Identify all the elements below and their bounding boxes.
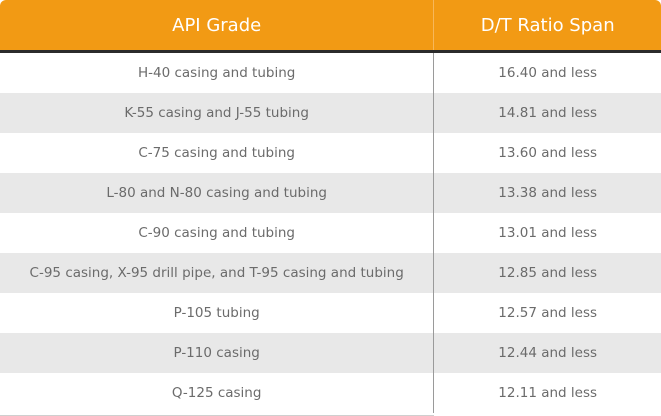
table-row: C-90 casing and tubing 13.01 and less bbox=[0, 213, 661, 253]
ratio-cell: 12.11 and less bbox=[498, 385, 598, 401]
header-dt-ratio-span: D/T Ratio Span bbox=[480, 14, 615, 36]
table-row: P-105 tubing 12.57 and less bbox=[0, 293, 661, 333]
table-row: P-110 casing 12.44 and less bbox=[0, 333, 661, 373]
grade-cell: Q-125 casing bbox=[0, 373, 435, 413]
grade-cell: C-75 casing and tubing bbox=[0, 133, 435, 173]
grade-cell: K-55 casing and J-55 tubing bbox=[0, 93, 435, 133]
ratio-cell: 12.44 and less bbox=[498, 345, 598, 361]
ratio-cell: 12.57 and less bbox=[498, 305, 598, 321]
ratio-cell: 12.85 and less bbox=[498, 265, 598, 281]
ratio-cell: 13.38 and less bbox=[498, 185, 598, 201]
table-row: C-75 casing and tubing 13.60 and less bbox=[0, 133, 661, 173]
ratio-cell: 16.40 and less bbox=[498, 65, 598, 81]
table-header: API Grade D/T Ratio Span bbox=[0, 0, 661, 53]
grade-cell: P-105 tubing bbox=[0, 293, 435, 333]
table-row: Q-125 casing 12.11 and less bbox=[0, 373, 661, 413]
ratio-cell: 13.60 and less bbox=[498, 145, 598, 161]
table-row: C-95 casing, X-95 drill pipe, and T-95 c… bbox=[0, 253, 661, 293]
grade-cell: L-80 and N-80 casing and tubing bbox=[0, 173, 435, 213]
header-api-grade: API Grade bbox=[0, 0, 435, 50]
grade-cell: P-110 casing bbox=[0, 333, 435, 373]
table-row: K-55 casing and J-55 tubing 14.81 and le… bbox=[0, 93, 661, 133]
grade-cell: H-40 casing and tubing bbox=[0, 53, 435, 93]
grade-cell: C-90 casing and tubing bbox=[0, 213, 435, 253]
table-row: H-40 casing and tubing 16.40 and less bbox=[0, 53, 661, 93]
ratio-cell: 13.01 and less bbox=[498, 225, 598, 241]
grade-cell: C-95 casing, X-95 drill pipe, and T-95 c… bbox=[0, 253, 435, 293]
ratio-cell: 14.81 and less bbox=[498, 105, 598, 121]
table-row: L-80 and N-80 casing and tubing 13.38 an… bbox=[0, 173, 661, 213]
